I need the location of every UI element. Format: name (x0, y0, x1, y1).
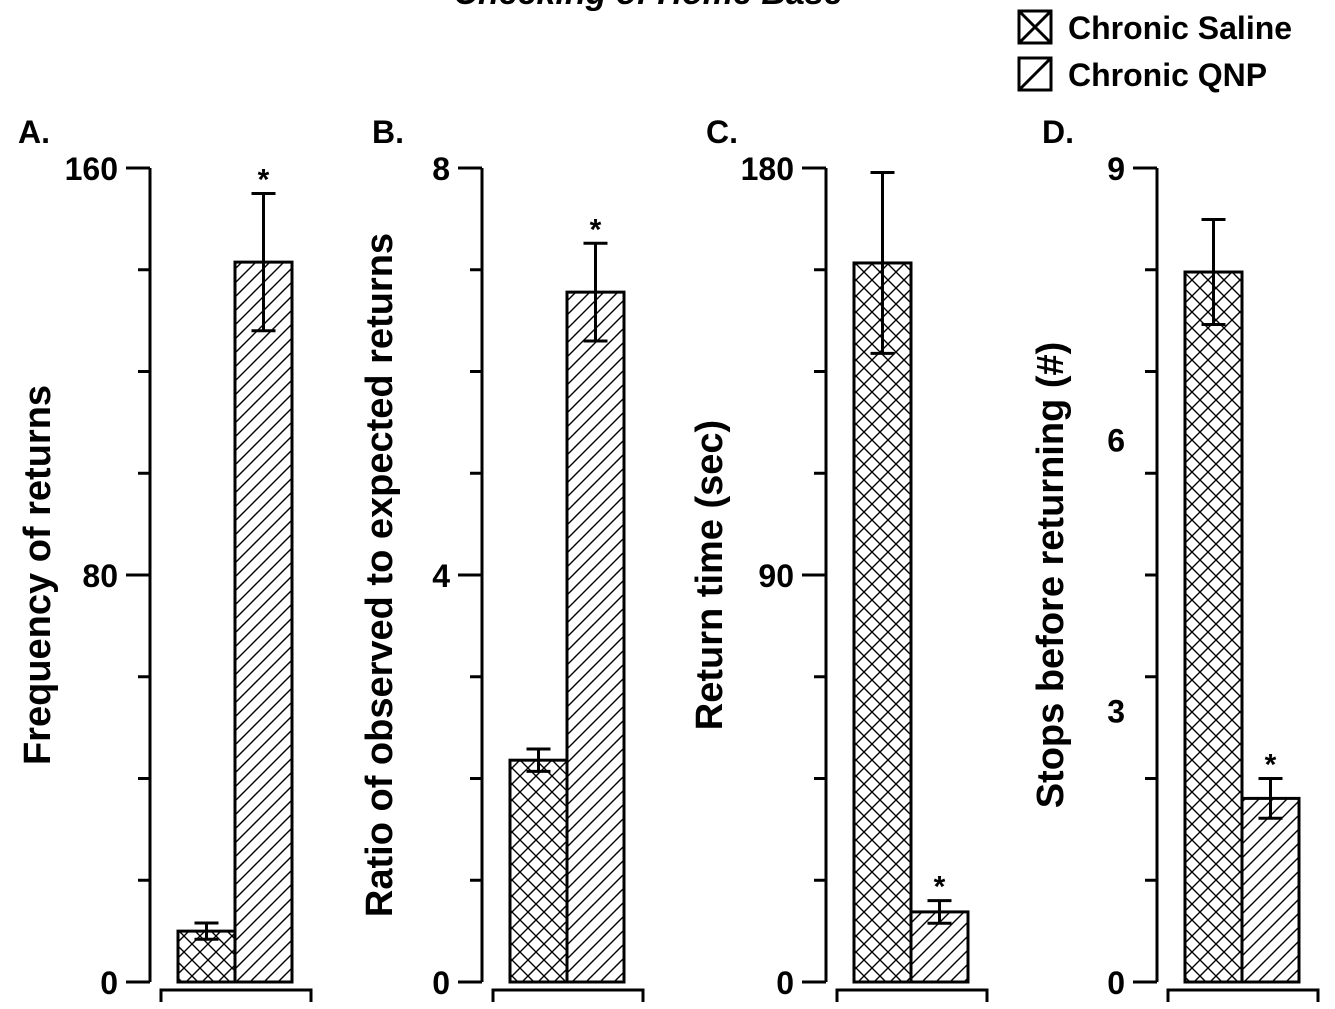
significance-marker: * (934, 871, 946, 904)
significance-marker: * (590, 213, 602, 246)
y-tick-label: 6 (1107, 422, 1125, 458)
bar-chronic-qnp (233, 260, 294, 984)
y-axis-label: Return time (sec) (689, 420, 731, 730)
y-tick-label: 90 (758, 558, 794, 594)
y-tick-label: 8 (432, 151, 450, 187)
x-axis-bracket (159, 988, 313, 1002)
y-tick-label: 0 (432, 965, 450, 1001)
panel-1: A. 0 80 160 Frequency of returns * (17, 114, 313, 1002)
bar-chronic-saline (508, 758, 569, 984)
y-tick-label: 180 (741, 151, 794, 187)
bar-chronic-saline (852, 261, 913, 984)
legend-item-qnp: Chronic QNP (1017, 56, 1267, 93)
legend-item-saline: Chronic Saline (1017, 9, 1292, 46)
y-axis-label: Stops before returning (#) (1030, 342, 1072, 809)
y-axis-label: Frequency of returns (17, 385, 59, 765)
y-axis-label: Ratio of observed to expected returns (359, 233, 401, 917)
panel-label: D. (1042, 114, 1074, 150)
panels: A. 0 80 160 Frequency of returns * B. 0 4 8 Ratio … (17, 114, 1320, 1002)
panel-2: B. 0 4 8 Ratio of observed to expected retur… (359, 114, 645, 1002)
legend-crosshatch-icon (1017, 9, 1053, 45)
legend-diagonal-icon (1017, 56, 1053, 92)
bar-chronic-saline (1183, 270, 1244, 984)
significance-marker: * (258, 163, 270, 196)
y-tick-label: 0 (776, 965, 794, 1001)
y-tick-label: 9 (1107, 151, 1125, 187)
bar-chronic-qnp (565, 290, 626, 984)
legend: Chronic Saline Chronic QNP (1017, 9, 1292, 93)
panel-label: A. (18, 114, 50, 150)
legend-label-saline: Chronic Saline (1068, 10, 1292, 46)
y-tick-label: 80 (82, 558, 118, 594)
significance-marker: * (1265, 749, 1277, 782)
y-tick-label: 3 (1107, 694, 1125, 730)
x-axis-bracket (491, 988, 645, 1002)
panel-3: C. 0 90 180 Return time (sec) * (689, 114, 989, 1002)
x-axis-bracket (835, 988, 989, 1002)
panel-4: D. 0 3 6 9 Stops before returning (#) * (1030, 114, 1320, 1002)
panel-label: C. (706, 114, 738, 150)
figure-title: Checking of Home Base (453, 0, 842, 12)
legend-label-qnp: Chronic QNP (1068, 57, 1267, 93)
x-axis-bracket (1166, 988, 1320, 1002)
y-tick-label: 0 (1107, 965, 1125, 1001)
y-tick-label: 4 (432, 558, 450, 594)
y-tick-label: 0 (100, 965, 118, 1001)
bar-chronic-qnp (1240, 796, 1301, 984)
y-tick-label: 160 (65, 151, 118, 187)
panel-label: B. (372, 114, 404, 150)
